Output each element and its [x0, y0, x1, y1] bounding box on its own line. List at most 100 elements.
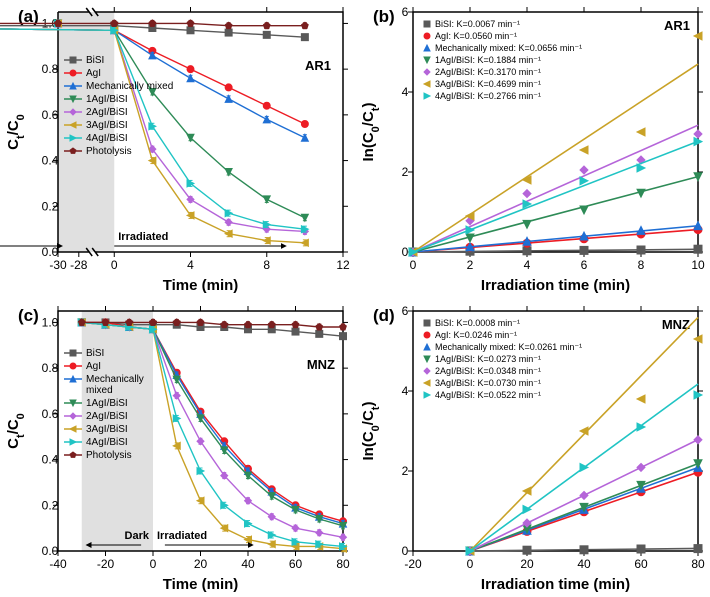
svg-text:Irradiated: Irradiated — [118, 231, 168, 243]
svg-text:2: 2 — [402, 464, 409, 478]
svg-text:AgI: K=0.0560 min⁻¹: AgI: K=0.0560 min⁻¹ — [435, 31, 517, 41]
svg-text:0: 0 — [467, 557, 474, 571]
svg-text:Photolysis: Photolysis — [86, 146, 132, 157]
xlabel-a: Time (min) — [163, 277, 239, 294]
legend-d: BiSI: K=0.0008 min⁻¹ AgI: K=0.0246 min⁻¹ M… — [424, 318, 582, 400]
svg-text:4: 4 — [524, 258, 531, 272]
panel-b: 0 2 4 6 0 2 4 6 8 10 Irradiation time (min) In(C0/C… — [355, 0, 710, 299]
ylabel-c: Ct/C0 — [5, 413, 27, 449]
svg-text:1AgI/BiSI: 1AgI/BiSI — [86, 398, 128, 409]
svg-text:4: 4 — [402, 384, 409, 398]
svg-text:Irradiated: Irradiated — [157, 530, 207, 542]
svg-text:10: 10 — [691, 258, 705, 272]
svg-text:BiSI: BiSI — [86, 55, 104, 66]
svg-text:0.8: 0.8 — [42, 62, 59, 76]
panel-label-d: (d) — [373, 306, 395, 325]
annotation-a: AR1 — [305, 58, 331, 73]
svg-text:12: 12 — [336, 258, 350, 272]
svg-text:0: 0 — [402, 544, 409, 558]
svg-text:BiSI: K=0.0008 min⁻¹: BiSI: K=0.0008 min⁻¹ — [435, 318, 520, 328]
svg-text:0: 0 — [111, 258, 118, 272]
svg-text:2AgI/BiSI: 2AgI/BiSI — [86, 411, 128, 422]
svg-text:4AgI/BiSI: K=0.2766 min⁻¹: 4AgI/BiSI: K=0.2766 min⁻¹ — [435, 91, 541, 101]
svg-text:Mechanically mixed: K=0.0261 m: Mechanically mixed: K=0.0261 min⁻¹ — [435, 342, 582, 352]
svg-text:Mechanically mixed: Mechanically mixed — [86, 81, 173, 92]
svg-text:4: 4 — [402, 85, 409, 99]
annotation-c: MNZ — [307, 357, 335, 372]
svg-text:0: 0 — [410, 258, 417, 272]
svg-text:0.4: 0.4 — [42, 154, 59, 168]
svg-text:0.4: 0.4 — [42, 452, 59, 466]
xlabel-c: Time (min) — [163, 576, 239, 593]
svg-text:BiSI: K=0.0067 min⁻¹: BiSI: K=0.0067 min⁻¹ — [435, 19, 520, 29]
svg-text:80: 80 — [691, 557, 705, 571]
svg-text:1AgI/BiSI: K=0.0273 min⁻¹: 1AgI/BiSI: K=0.0273 min⁻¹ — [435, 354, 541, 364]
svg-text:0.6: 0.6 — [42, 108, 59, 122]
ylabel-d: In(C0/Ct) — [360, 401, 382, 460]
svg-text:6: 6 — [402, 304, 409, 318]
svg-text:3AgI/BiSI: K=0.0730 min⁻¹: 3AgI/BiSI: K=0.0730 min⁻¹ — [435, 378, 541, 388]
svg-text:8: 8 — [263, 258, 270, 272]
panel-a: 0.00.20.40.60.81.0-30-2804812Time (min)C… — [0, 0, 355, 299]
svg-text:8: 8 — [638, 258, 645, 272]
svg-text:0: 0 — [402, 245, 409, 259]
panel-c: 0.0 0.2 0.4 0.6 0.8 1.0 -40 -20 0 20 40 60 80 Time (m… — [0, 299, 355, 597]
svg-text:0.2: 0.2 — [42, 498, 59, 512]
svg-text:20: 20 — [194, 557, 208, 571]
svg-text:-28: -28 — [70, 258, 88, 272]
svg-text:BiSI: BiSI — [86, 348, 104, 359]
svg-text:6: 6 — [581, 258, 588, 272]
svg-text:0.8: 0.8 — [42, 361, 59, 375]
svg-text:AgI: K=0.0246 min⁻¹: AgI: K=0.0246 min⁻¹ — [435, 330, 517, 340]
svg-text:20: 20 — [520, 557, 534, 571]
svg-text:60: 60 — [634, 557, 648, 571]
svg-text:0.6: 0.6 — [42, 406, 59, 420]
svg-text:1AgI/BiSI: 1AgI/BiSI — [86, 94, 128, 105]
svg-text:Photolysis: Photolysis — [86, 450, 132, 461]
svg-text:0: 0 — [150, 557, 157, 571]
svg-text:6: 6 — [402, 5, 409, 19]
svg-text:mixed: mixed — [86, 385, 113, 396]
panel-label-c: (c) — [18, 306, 39, 325]
svg-text:80: 80 — [336, 557, 350, 571]
panel-d: 0246-20020406080Irradiation time (min)In… — [355, 299, 710, 597]
svg-text:0.0: 0.0 — [42, 245, 59, 259]
svg-text:2AgI/BiSI: 2AgI/BiSI — [86, 107, 128, 118]
svg-text:Dark: Dark — [125, 530, 150, 542]
dark-region-a — [58, 12, 114, 252]
svg-text:3AgI/BiSI: K=0.4699 min⁻¹: 3AgI/BiSI: K=0.4699 min⁻¹ — [435, 79, 541, 89]
svg-text:2AgI/BiSI: K=0.3170 min⁻¹: 2AgI/BiSI: K=0.3170 min⁻¹ — [435, 67, 541, 77]
xlabel-d: Irradiation time (min) — [481, 576, 630, 593]
svg-text:-20: -20 — [404, 557, 422, 571]
svg-text:40: 40 — [577, 557, 591, 571]
legend-b: BiSI: K=0.0067 min⁻¹ AgI: K=0.0560 min⁻¹ M… — [424, 19, 582, 101]
svg-text:Mechanically mixed: K=0.0656 m: Mechanically mixed: K=0.0656 min⁻¹ — [435, 43, 582, 53]
figure-grid: 0.0 0.2 0.4 0.6 0.8 1.0 -30-28 0 4 8 12 Time (min) C… — [0, 0, 710, 597]
svg-text:40: 40 — [241, 557, 255, 571]
svg-text:4AgI/BiSI: 4AgI/BiSI — [86, 133, 128, 144]
ylabel-a: Ct/C0 — [5, 114, 27, 150]
annotation-b: AR1 — [664, 18, 690, 33]
xlabel-b: Irradiation time (min) — [481, 277, 630, 294]
svg-text:-30: -30 — [49, 258, 67, 272]
svg-text:1AgI/BiSI: K=0.1884 min⁻¹: 1AgI/BiSI: K=0.1884 min⁻¹ — [435, 55, 541, 65]
svg-text:3AgI/BiSI: 3AgI/BiSI — [86, 120, 128, 131]
svg-text:2: 2 — [402, 165, 409, 179]
svg-text:4: 4 — [187, 258, 194, 272]
svg-text:60: 60 — [289, 557, 303, 571]
svg-text:3AgI/BiSI: 3AgI/BiSI — [86, 424, 128, 435]
svg-text:AgI: AgI — [86, 361, 101, 372]
svg-text:4AgI/BiSI: K=0.0522 min⁻¹: 4AgI/BiSI: K=0.0522 min⁻¹ — [435, 390, 541, 400]
svg-text:2: 2 — [467, 258, 474, 272]
svg-text:-40: -40 — [49, 557, 67, 571]
svg-text:0.2: 0.2 — [42, 199, 59, 213]
svg-text:Mechanically: Mechanically — [86, 374, 144, 385]
svg-text:1.0: 1.0 — [42, 315, 59, 329]
svg-text:4AgI/BiSI: 4AgI/BiSI — [86, 437, 128, 448]
panel-label-b: (b) — [373, 7, 395, 26]
svg-text:2AgI/BiSI: K=0.0348 min⁻¹: 2AgI/BiSI: K=0.0348 min⁻¹ — [435, 366, 541, 376]
svg-text:AgI: AgI — [86, 68, 101, 79]
svg-text:-20: -20 — [97, 557, 115, 571]
svg-text:0.0: 0.0 — [42, 544, 59, 558]
ylabel-b: In(C0/Ct) — [360, 103, 382, 162]
